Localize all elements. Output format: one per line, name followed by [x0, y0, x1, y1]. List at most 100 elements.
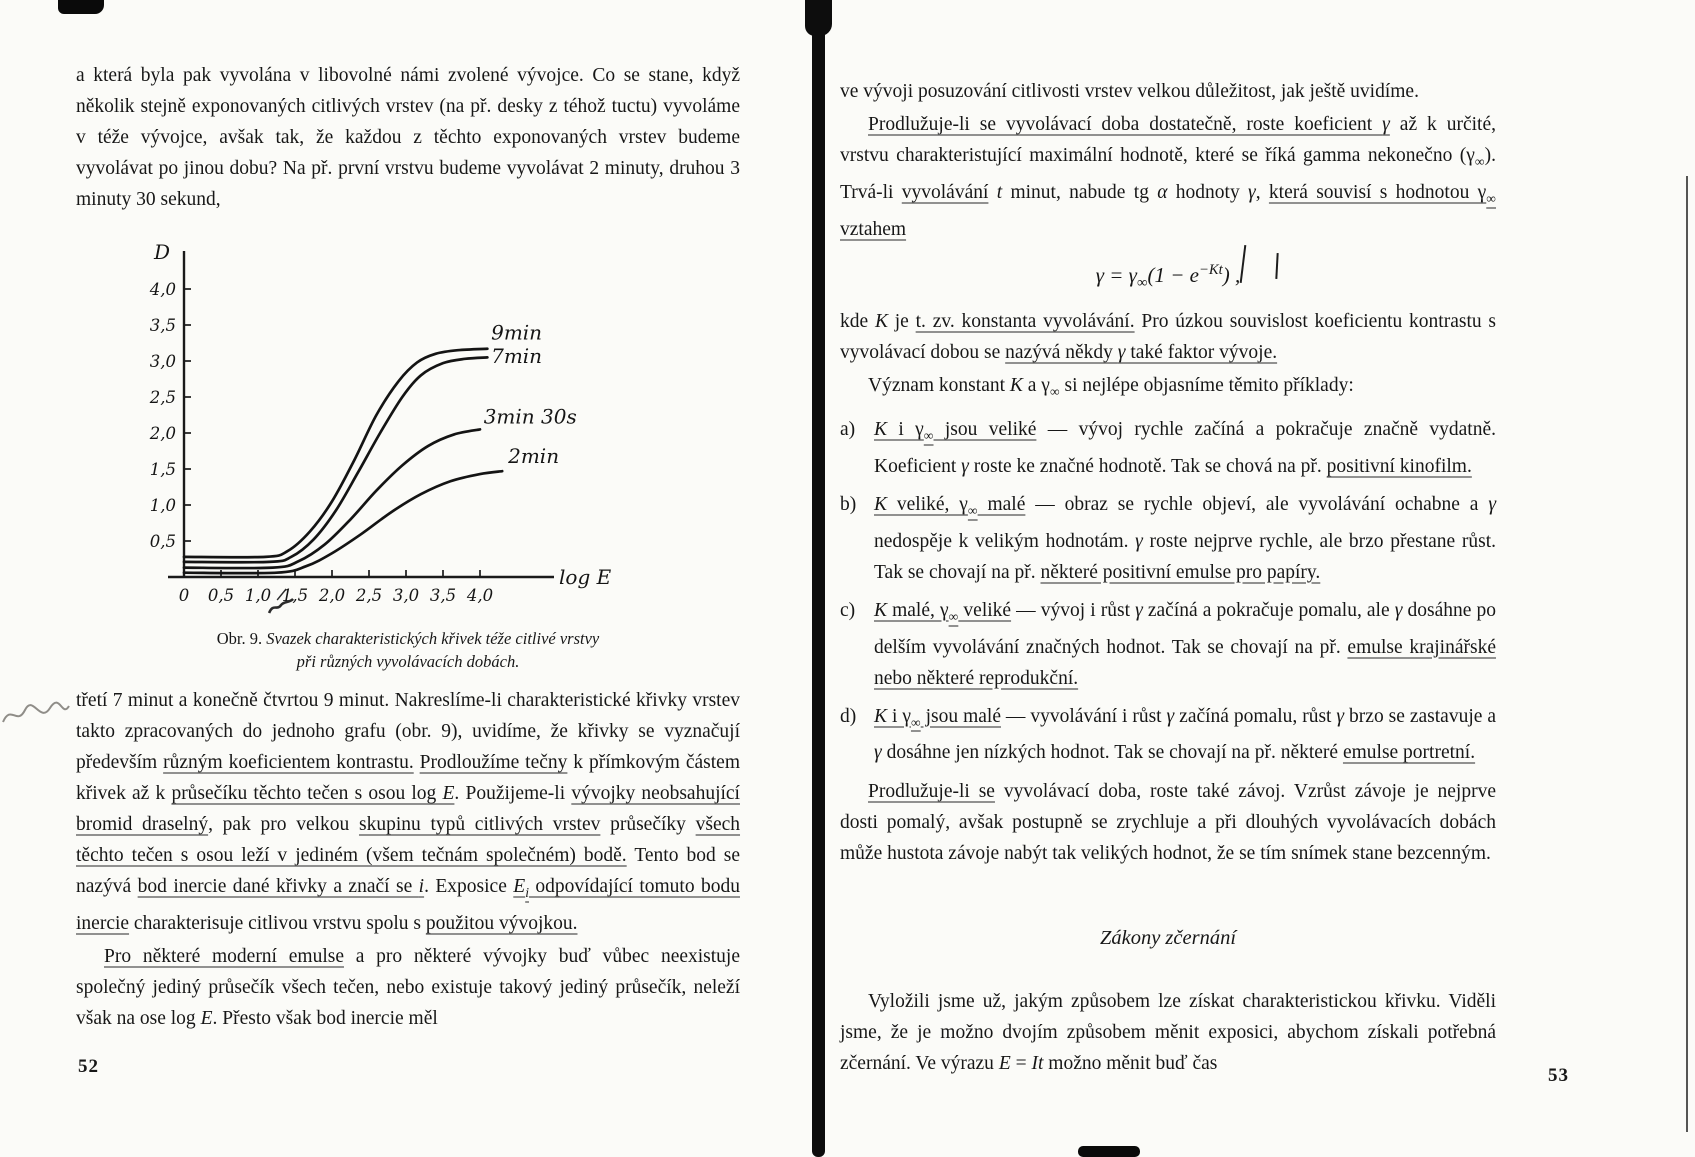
text-segment: i — [525, 884, 529, 900]
text-segment: minut, nabude tg — [1002, 181, 1158, 203]
y-tick-label: 3,0 — [150, 352, 176, 371]
text-segment: . Použijeme-li — [454, 783, 572, 804]
text-segment: hodnoty — [1167, 181, 1249, 203]
text-segment: γ — [961, 455, 969, 477]
text-segment: Prodlužuje-li se vyvolávací doba dostate… — [868, 114, 1383, 135]
text-segment: odpovídající tomuto bodu inercie — [76, 876, 740, 934]
text-segment: i γ — [887, 705, 911, 727]
curve-label: 3min 30s — [484, 405, 577, 429]
text-segment: γ — [1117, 341, 1126, 363]
text-segment: γ — [1488, 493, 1496, 515]
handwritten-margin-note — [2, 701, 70, 723]
text-segment: začíná pomalu, růst — [1174, 705, 1337, 727]
text-segment: jsou veliké — [933, 418, 1037, 440]
text-segment: E — [998, 1053, 1011, 1075]
text-segment: K — [874, 599, 888, 621]
x-axis-label: log E — [559, 565, 612, 589]
curve-7min — [182, 356, 489, 564]
text-segment: průsečíku těchto tečen s osou log — [171, 783, 443, 804]
text-segment: K — [874, 705, 888, 727]
binding-gutter-shadow — [812, 0, 825, 1157]
list-item-a: a) K i γ∞ jsou veliké — vývoj rychle zač… — [840, 414, 1496, 482]
text-segment: t — [996, 181, 1003, 203]
text-segment: roste ke značné hodnotě. Tak se chová na… — [968, 455, 1327, 477]
text-segment: Obr. 9. — [216, 629, 267, 648]
text-segment: ∞ — [1049, 383, 1060, 399]
text-segment: a pro některé vývojky buď vůbec neexistu… — [76, 945, 740, 1029]
pen-stroke-mark — [1239, 244, 1247, 283]
inertia-point-tick — [276, 588, 287, 601]
x-tick-label: 2,0 — [318, 586, 345, 605]
y-axis-label: D — [153, 240, 170, 264]
text-segment: t. zv. konstanta vyvolávání. — [915, 310, 1135, 332]
section-heading: Zákony zčernání — [1099, 927, 1237, 950]
text-segment: . Přesto však bod inercie měl — [212, 1007, 438, 1029]
x-tick-label: 3,5 — [430, 586, 456, 605]
list-marker: d) — [840, 705, 857, 727]
text-segment: k přímkovým částem křivek až k — [76, 752, 740, 804]
text-segment: = — [1010, 1053, 1032, 1075]
text-segment: ∞ — [1474, 153, 1485, 169]
list-marker: c) — [840, 599, 856, 621]
text-segment: K — [1009, 374, 1023, 396]
left-page: a která byla pak vyvolána v libovolné ná… — [76, 60, 740, 1034]
formula-gamma: γ = γ∞(1 − e−Kt) , — [840, 244, 1496, 300]
curve-2min — [182, 469, 504, 575]
text-segment: Prodlužuje-li se — [868, 781, 995, 803]
x-tick-label: 3,0 — [393, 586, 419, 605]
text-segment: ∞ — [910, 714, 921, 730]
text-segment: — vývoj rychle začíná a pokračuje značně… — [874, 418, 1496, 477]
text-segment: veliké, γ — [887, 493, 968, 515]
text-segment: a která byla pak vyvolána v libovolné ná… — [76, 65, 740, 210]
figure-caption-line2: při různých vyvolávacích dobách. — [76, 650, 740, 673]
text-segment: průsečíky — [600, 814, 696, 835]
y-tick-label: 3,5 — [150, 316, 176, 335]
text-segment: malé — [977, 493, 1026, 515]
binding-gutter-shadow-top — [805, 0, 832, 36]
text-segment: ve vývoji posuzování citlivosti vrstev v… — [840, 81, 1419, 102]
text-segment: vyvolávání — [901, 181, 989, 203]
text-segment: si nejlépe objasníme těmito příklady: — [1059, 374, 1354, 396]
text-segment: γ — [1135, 599, 1143, 621]
text-segment: γ — [874, 742, 882, 764]
text-segment: E — [513, 876, 526, 897]
text-segment: vývojky neobsahující bromid draselný — [76, 783, 740, 835]
text-segment: možno měnit buď čas — [1043, 1053, 1218, 1075]
text-segment: α — [1157, 181, 1168, 203]
text-segment: i — [418, 876, 425, 897]
text-segment: γ — [1248, 181, 1256, 203]
paragraph-vyznam: Význam konstant K a γ∞ si nejlépe objasn… — [840, 370, 1496, 407]
paragraph-vylozili: Vyložili jsme už, jakým způsobem lze zís… — [840, 986, 1496, 1079]
text-segment: roste nejprve rychle, ale brzo přestane … — [874, 530, 1496, 583]
list-item-c: c) K malé, γ∞ veliké — vývoj i růst γ za… — [840, 595, 1496, 694]
ink-bar-bottom — [1078, 1146, 1140, 1157]
list-item-text: K i γ∞ jsou malé — vyvolávání i růst γ z… — [874, 701, 1496, 769]
inertia-point-mark — [267, 597, 295, 614]
x-tick-label: 0 — [179, 586, 190, 605]
paragraph-intro: a která byla pak vyvolána v libovolné ná… — [76, 60, 740, 215]
text-segment: ∞ — [1136, 274, 1148, 291]
text-segment: skupinu typů citlivých vrstev — [358, 814, 601, 835]
text-segment: ∞ — [1486, 190, 1496, 206]
paragraph-zavoj: Prodlužuje-li se vyvolávací doba, roste … — [840, 776, 1496, 869]
text-segment: — vývoj i růst — [1011, 599, 1136, 621]
text-segment: Prodloužíme tečny — [419, 752, 568, 773]
y-tick-label: 4,0 — [149, 280, 176, 299]
page-number-right: 53 — [1548, 1065, 1569, 1086]
text-segment: . Exposice — [424, 876, 514, 897]
curve-label: 9min — [491, 320, 542, 344]
text-segment: vztahem — [840, 218, 907, 240]
figure-caption: Obr. 9. Svazek charakteristických křivek… — [76, 627, 740, 673]
text-segment: brzo se zastavuje a — [1344, 705, 1496, 727]
y-tick-label: 2,0 — [149, 424, 176, 443]
ink-blob-top-left — [58, 0, 104, 14]
text-segment: γ — [1382, 114, 1390, 135]
text-segment: E — [442, 783, 455, 804]
paragraph-last-left: Pro některé moderní emulse a pro některé… — [76, 941, 740, 1034]
text-segment: γ = γ — [1095, 262, 1137, 287]
paragraph-gamma: Prodlužuje-li se vyvolávací doba dostate… — [840, 109, 1496, 245]
text-segment: K — [874, 418, 888, 440]
list-item-text: K malé, γ∞ veliké — vývoj i růst γ začín… — [874, 595, 1496, 694]
